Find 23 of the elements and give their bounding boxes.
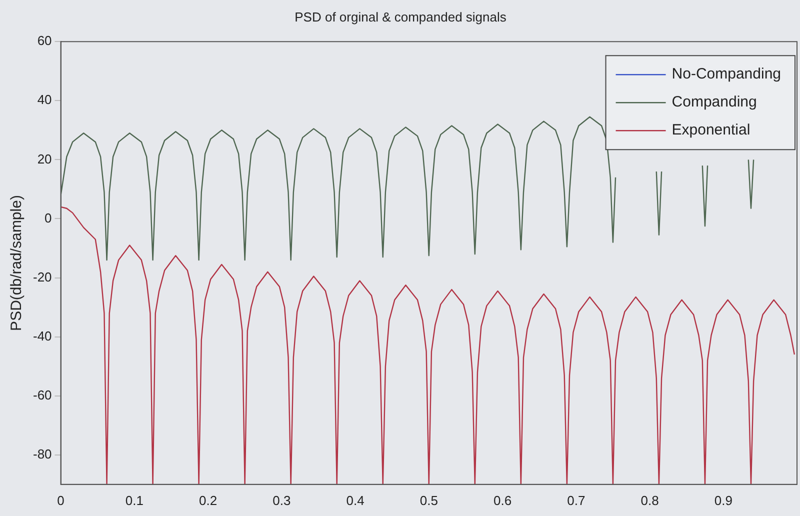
y-tick-label: -20 <box>32 269 52 284</box>
x-tick-label: 0.1 <box>125 492 144 508</box>
y-tick-label: 20 <box>37 151 52 166</box>
x-tick-label: 0.4 <box>346 492 364 508</box>
x-tick-label: 0.3 <box>272 492 291 508</box>
x-tick-label: 0.9 <box>714 492 732 508</box>
x-tick-label: 0 <box>57 492 64 508</box>
y-tick-label: -80 <box>32 446 52 462</box>
x-tick-label: 0.8 <box>640 492 659 508</box>
y-tick-label: 0 <box>44 210 52 226</box>
y-tick-label: 40 <box>37 92 52 108</box>
x-tick-label: 0.6 <box>493 492 512 508</box>
chart-title: PSD of orginal & companded signals <box>294 9 507 24</box>
y-axis-title: PSD(db/rad/sample) <box>8 195 26 331</box>
legend-label: Exponential <box>672 122 750 139</box>
legend-label: No-Companding <box>672 66 782 83</box>
x-tick-label: 0.2 <box>198 492 218 508</box>
x-tick-label: 0.5 <box>420 492 438 508</box>
y-tick-label: -60 <box>32 387 52 402</box>
legend-label: Companding <box>672 94 757 111</box>
x-tick-label: 0.7 <box>567 492 586 508</box>
y-tick-label: 60 <box>37 33 52 48</box>
y-tick-label: -40 <box>32 328 52 344</box>
